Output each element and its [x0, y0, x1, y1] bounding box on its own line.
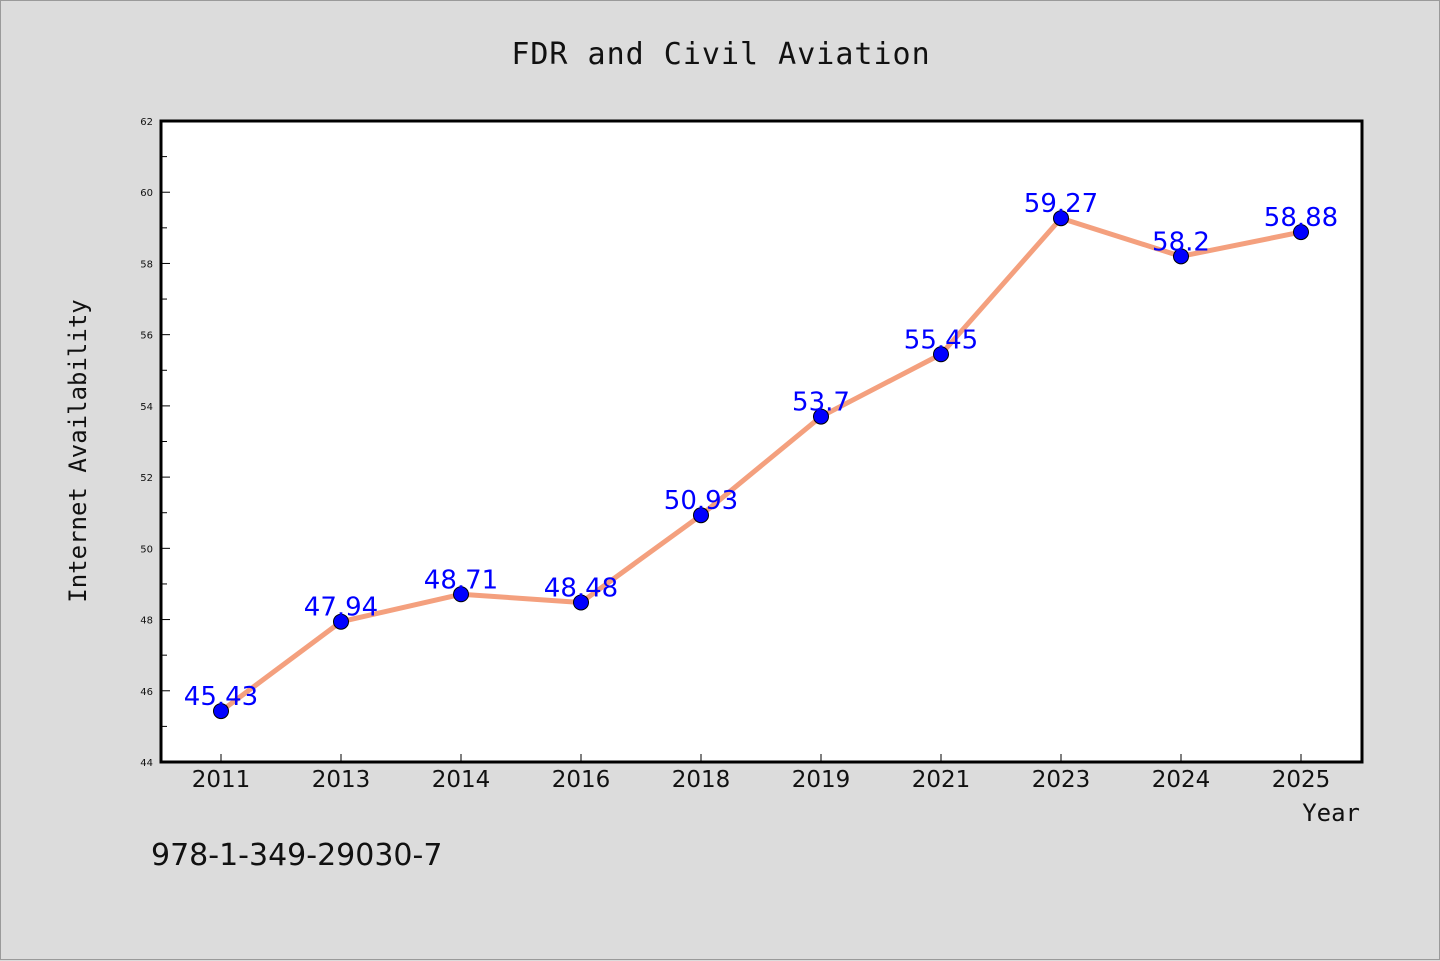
x-axis: 2011 2013 2014 2016 2018 2019 2021 2023 2024 2025 [192, 754, 1331, 793]
y-tick-label: 50 [140, 544, 153, 555]
x-tick-label: 2023 [1032, 767, 1091, 793]
x-tick-label: 2018 [672, 767, 731, 793]
data-label: 45.43 [184, 682, 258, 712]
data-label: 53.7 [792, 388, 850, 418]
y-tick-label: 60 [140, 188, 153, 199]
y-tick-label: 46 [140, 687, 153, 698]
chart-title: FDR and Civil Aviation [511, 37, 930, 72]
x-tick-label: 2019 [792, 767, 851, 793]
x-tick-label: 2025 [1272, 767, 1331, 793]
data-point-marker [573, 594, 589, 611]
data-label: 55.45 [904, 325, 978, 355]
x-tick-label: 2021 [912, 767, 971, 793]
data-label: 48.48 [544, 573, 618, 603]
y-tick-label: 52 [140, 473, 153, 484]
y-axis: 44 46 48 50 52 54 56 58 60 62 [140, 117, 170, 769]
x-tick-label: 2024 [1152, 767, 1211, 793]
data-point-marker [693, 507, 709, 524]
y-tick-label: 48 [140, 616, 153, 627]
data-label: 50.93 [664, 486, 738, 516]
data-point-marker [933, 346, 949, 363]
data-label: 58.88 [1264, 203, 1338, 233]
y-tick-label: 58 [140, 259, 153, 270]
markers-group [213, 210, 1309, 720]
data-labels-group: 45.43 47.94 48.71 48.48 50.93 53.7 55.45 59.27 5… [184, 189, 1338, 712]
x-tick-label: 2016 [552, 767, 611, 793]
y-axis-label: Internet Availability [64, 299, 92, 602]
x-tick-label: 2014 [432, 767, 491, 793]
y-tick-label: 44 [140, 758, 153, 769]
data-label: 58.2 [1152, 227, 1210, 257]
x-tick-label: 2011 [192, 767, 251, 793]
data-point-marker [333, 613, 349, 630]
data-point-marker [813, 408, 829, 425]
y-tick-label: 54 [140, 402, 153, 413]
data-label: 59.27 [1024, 189, 1098, 219]
data-label: 47.94 [304, 593, 378, 623]
data-point-marker [213, 703, 229, 720]
data-point-marker [1053, 210, 1069, 227]
series-line [219, 215, 1302, 714]
plot-area [159, 119, 1364, 764]
data-label: 48.71 [424, 565, 498, 595]
data-point-marker [1293, 224, 1309, 241]
isbn-footer: 978-1-349-29030-7 [151, 838, 442, 873]
series-line-group [219, 215, 1302, 714]
data-point-marker [453, 586, 469, 603]
y-tick-label: 62 [140, 117, 153, 128]
x-axis-label: Year [1302, 799, 1360, 827]
data-point-marker [1173, 248, 1189, 265]
x-tick-label: 2013 [312, 767, 371, 793]
y-tick-label: 56 [140, 331, 153, 342]
